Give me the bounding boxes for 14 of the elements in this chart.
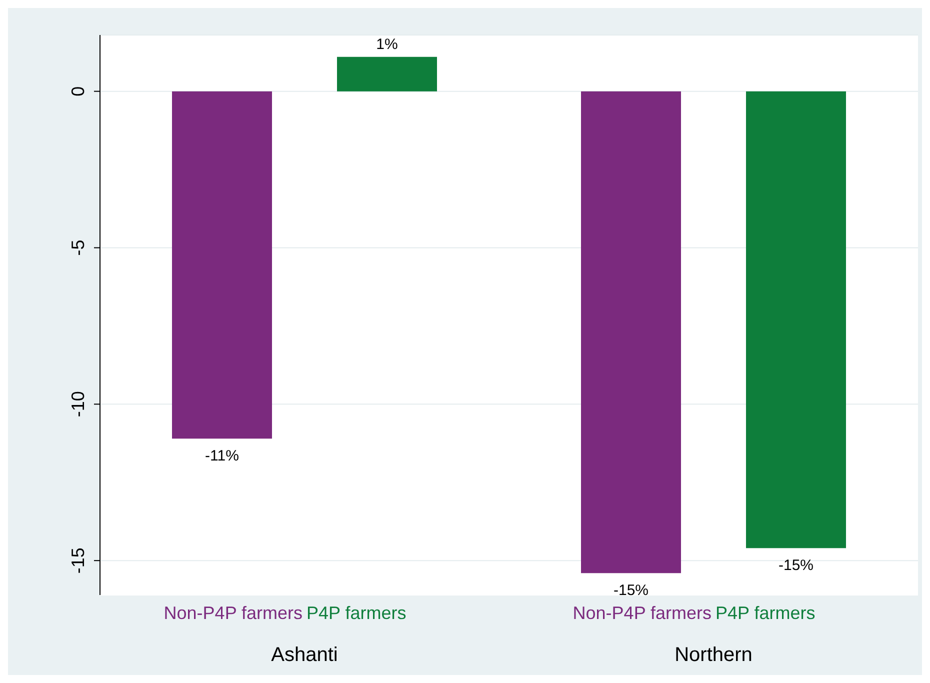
text: Non-P4P farmers xyxy=(164,603,302,623)
x-tick-label: Northern xyxy=(674,644,752,666)
y-tick-label: -10 xyxy=(68,391,88,418)
data-label: -15% xyxy=(778,557,814,574)
text: P4P farmers xyxy=(306,603,406,623)
x-tick-label: Ashanti xyxy=(271,644,338,666)
y-tick-label: -5 xyxy=(68,240,88,256)
text: P4P farmers xyxy=(716,603,816,623)
y-tick-label: -15 xyxy=(68,548,88,574)
data-label: -15% xyxy=(613,582,649,600)
series-label: Non-P4P farmers xyxy=(572,603,712,623)
data-label: -11% xyxy=(205,448,239,465)
data-label: 1% xyxy=(376,36,398,53)
y-tick-label: 0 xyxy=(68,86,88,96)
